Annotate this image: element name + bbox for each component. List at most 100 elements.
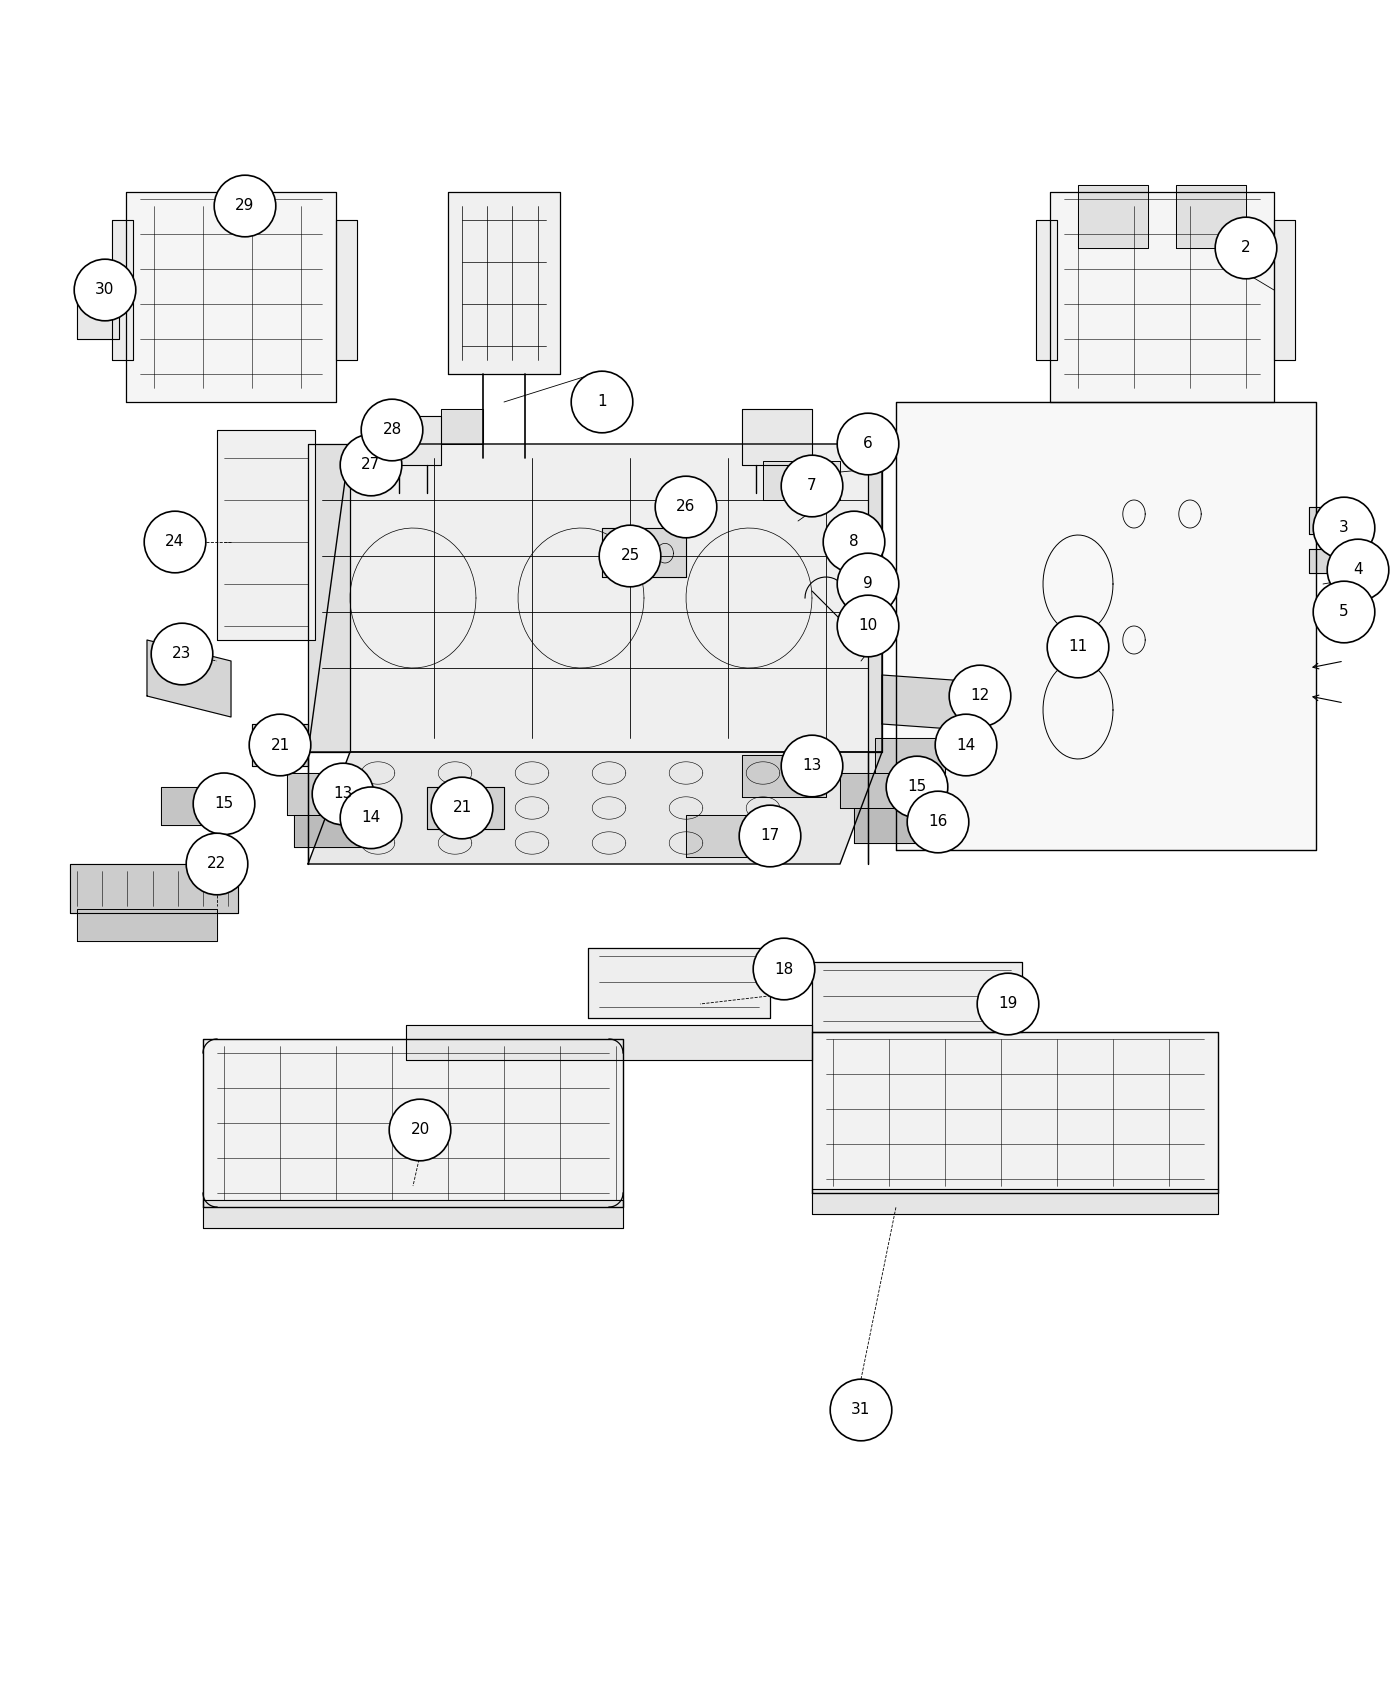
Polygon shape [742,755,826,797]
Text: 13: 13 [802,758,822,774]
Polygon shape [252,724,308,767]
Circle shape [599,525,661,586]
Circle shape [571,371,633,434]
Text: 4: 4 [1354,563,1362,578]
Circle shape [1313,496,1375,559]
Text: 6: 6 [864,437,872,452]
Polygon shape [112,219,133,360]
Text: 27: 27 [361,457,381,473]
Circle shape [907,790,969,853]
Text: 19: 19 [998,996,1018,1012]
Text: 25: 25 [620,549,640,563]
Polygon shape [812,1032,1218,1193]
Text: 29: 29 [235,199,255,214]
Polygon shape [742,410,812,466]
Polygon shape [1078,185,1148,248]
Circle shape [1313,581,1375,643]
Polygon shape [203,1200,623,1227]
Circle shape [739,806,801,867]
Text: 3: 3 [1340,520,1348,536]
Text: 18: 18 [774,962,794,976]
Text: 1: 1 [598,394,606,410]
Text: 23: 23 [172,646,192,661]
Circle shape [214,175,276,236]
Text: 16: 16 [928,814,948,830]
Circle shape [340,787,402,848]
Circle shape [312,763,374,824]
Polygon shape [1309,549,1337,573]
Circle shape [837,552,899,615]
Polygon shape [686,814,777,857]
Circle shape [837,595,899,656]
Polygon shape [1050,192,1274,401]
Polygon shape [840,774,917,807]
Polygon shape [854,808,924,843]
Circle shape [389,1100,451,1161]
Polygon shape [126,192,336,401]
Text: 7: 7 [808,478,816,493]
Polygon shape [1036,219,1057,360]
Text: 17: 17 [760,828,780,843]
Polygon shape [308,444,350,864]
Text: 12: 12 [970,688,990,704]
Text: 24: 24 [165,534,185,549]
Polygon shape [427,787,504,830]
Circle shape [1327,539,1389,600]
Text: 28: 28 [382,423,402,437]
Polygon shape [203,1039,623,1207]
Text: 26: 26 [676,500,696,515]
Polygon shape [1176,185,1246,248]
Polygon shape [77,298,119,338]
Text: 13: 13 [333,787,353,801]
Circle shape [949,665,1011,728]
Polygon shape [385,416,441,466]
Circle shape [781,456,843,517]
Polygon shape [308,444,882,751]
Polygon shape [70,864,238,913]
Circle shape [837,413,899,474]
Text: 10: 10 [858,619,878,634]
Text: 22: 22 [207,857,227,872]
Polygon shape [763,461,840,500]
Circle shape [249,714,311,775]
Polygon shape [1274,219,1295,360]
Polygon shape [441,410,483,444]
Circle shape [144,512,206,573]
Polygon shape [602,529,686,576]
Polygon shape [448,192,560,374]
Text: 9: 9 [864,576,872,592]
Circle shape [977,972,1039,1035]
Text: 31: 31 [851,1402,871,1418]
Text: 14: 14 [956,738,976,753]
Text: 15: 15 [907,780,927,794]
Text: 2: 2 [1242,240,1250,255]
Polygon shape [336,219,357,360]
Circle shape [151,624,213,685]
Polygon shape [406,1025,812,1061]
Circle shape [193,774,255,835]
Circle shape [361,400,423,461]
Polygon shape [882,675,980,731]
Text: 20: 20 [410,1122,430,1137]
Circle shape [935,714,997,775]
Text: 8: 8 [850,534,858,549]
Polygon shape [1309,507,1337,534]
Circle shape [74,258,136,321]
Circle shape [431,777,493,838]
Polygon shape [217,430,315,639]
Polygon shape [812,1188,1218,1214]
Circle shape [655,476,717,537]
Polygon shape [588,949,770,1018]
Polygon shape [287,774,357,814]
Circle shape [830,1379,892,1442]
Circle shape [1047,615,1109,678]
Polygon shape [294,814,361,847]
Polygon shape [147,639,231,717]
Circle shape [1215,218,1277,279]
Circle shape [886,756,948,818]
Text: 21: 21 [270,738,290,753]
Polygon shape [161,787,224,824]
Polygon shape [868,444,882,864]
Polygon shape [875,738,945,774]
Text: 30: 30 [95,282,115,297]
